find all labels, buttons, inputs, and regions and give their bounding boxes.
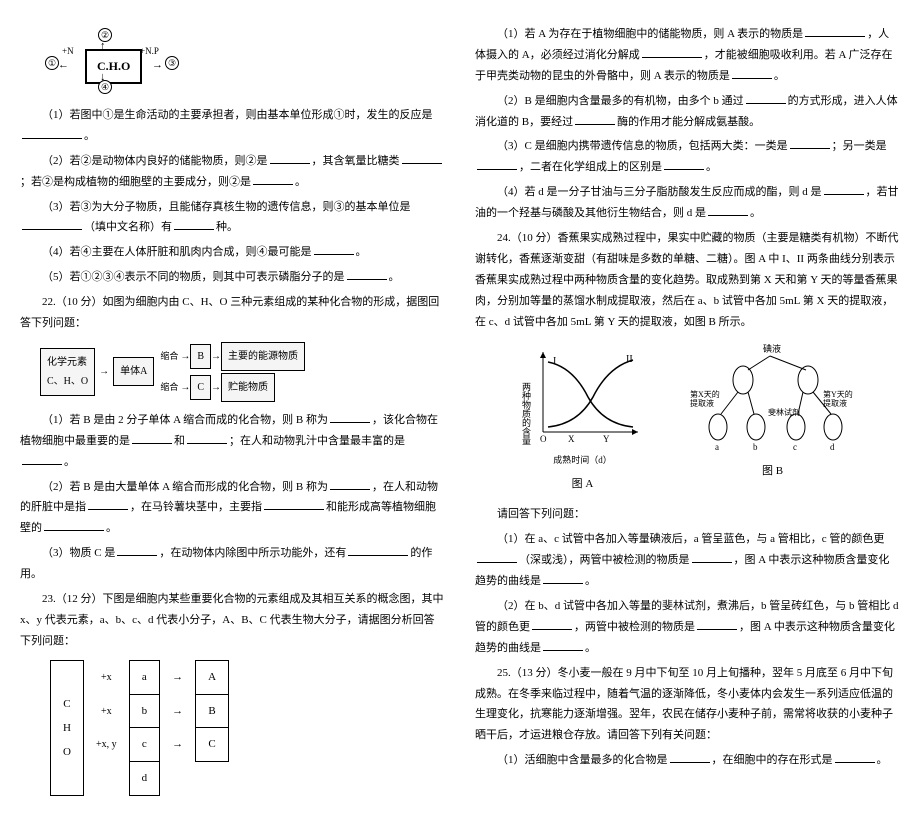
q3a: （3）若③为大分子物质，且能储存真核生物的遗传信息，则③的基本单位是 bbox=[42, 201, 411, 213]
q5t: （5）若①②③④表示不同的物质，则其中可表示磷脂分子的是 bbox=[42, 271, 345, 283]
r4-sm: d bbox=[129, 762, 160, 796]
q22-2: （2）若 B 是由大量单体 A 缩合而形成的化合物，则 B 称为，在人和动物的肝… bbox=[20, 477, 445, 540]
svg-text:a: a bbox=[715, 442, 719, 452]
q23-3: （3）C 是细胞内携带遗传信息的物质，包括两大类：一类是 ；另一类是 ，二者在化学组… bbox=[475, 136, 900, 178]
r233a: （3）C 是细胞内携带遗传信息的物质，包括两大类：一类是 bbox=[497, 140, 788, 152]
r241a: （1）在 a、c 试管中各加入等量碘液后，a 管呈蓝色，与 a 管相比，c 管的… bbox=[497, 533, 884, 545]
q24-2: （2）在 b、d 试管中各加入等量的斐林试剂，煮沸后，b 管呈砖红色，与 b 管… bbox=[475, 596, 900, 659]
mid-label2: 缩合 bbox=[160, 379, 178, 396]
q221a: （1）若 B 是由 2 分子单体 A 缩合而成的化合物，则 B 称为 bbox=[42, 414, 328, 426]
svg-text:II: II bbox=[626, 354, 633, 365]
q23-4: （4）若 d 是一分子甘油与三分子脂肪酸发生反应而成的酯，则 d 是，若甘油的一… bbox=[475, 182, 900, 224]
svg-text:碘液: 碘液 bbox=[763, 343, 781, 354]
r231a: （1）若 A 为存在于植物细胞中的储能物质，则 A 表示的物质是 bbox=[497, 28, 803, 40]
xlabel-a: 成熟时间（d） bbox=[518, 452, 648, 469]
r2-sm: b bbox=[129, 694, 160, 728]
box-b: B bbox=[190, 344, 211, 369]
svg-text:O: O bbox=[540, 434, 547, 444]
chart-a-svg: I II X Y O 两种物质的含量 bbox=[518, 342, 648, 452]
chart-a: I II X Y O 两种物质的含量 成熟时间（d） 图 A bbox=[518, 342, 648, 494]
q4: （4）若④主要在人体肝脏和肌肉内合成，则④最可能是。 bbox=[20, 242, 445, 263]
r3-big: C bbox=[196, 728, 229, 762]
q2c: ；若②是构成植物的细胞壁的主要成分，则②是 bbox=[20, 176, 251, 188]
r3-mid: +x, y bbox=[83, 728, 129, 762]
q23-1: （1）若 A 为存在于植物细胞中的储能物质，则 A 表示的物质是，人体摄入的 A… bbox=[475, 24, 900, 87]
title-a: 图 A bbox=[518, 474, 648, 495]
box-storage: 贮能物质 bbox=[221, 373, 275, 402]
q24-1: （1）在 a、c 试管中各加入等量碘液后，a 管呈蓝色，与 a 管相比，c 管的… bbox=[475, 529, 900, 592]
svg-text:c: c bbox=[793, 442, 797, 452]
box-c: C bbox=[190, 375, 211, 400]
box-elements: 化学元素 C、H、O bbox=[40, 348, 95, 396]
svg-text:Y: Y bbox=[603, 434, 610, 444]
r232c: 酶的作用才能分解成氨基酸。 bbox=[617, 116, 760, 128]
r2-mid: +x bbox=[83, 694, 129, 728]
r3-sm: c bbox=[129, 728, 160, 762]
q3: （3）若③为大分子物质，且能储存真核生物的遗传信息，则③的基本单位是 （填中文名称… bbox=[20, 197, 445, 239]
diagram-cho: ② C.H.O ① ③ ④ +N +N.P ← → ↑ ↓ bbox=[50, 25, 200, 95]
r241b: （深或浅），两管中被检测的物质是 bbox=[519, 554, 690, 566]
svg-text:b: b bbox=[753, 442, 758, 452]
q25-1: （1）活细胞中含量最多的化合物是，在细胞中的存在形式是。 bbox=[475, 750, 900, 771]
svg-text:X: X bbox=[568, 434, 575, 444]
chart-b: 碘液 斐林试剂 a b bbox=[688, 342, 858, 494]
q23-2: （2）B 是细胞内含量最多的有机物，由多个 b 通过的方式形成，进入人体消化道的… bbox=[475, 91, 900, 133]
right-column: （1）若 A 为存在于植物细胞中的储能物质，则 A 表示的物质是，人体摄入的 A… bbox=[475, 20, 900, 804]
q23-head: 23.（12 分）下图是细胞内某些重要化合物的元素组成及其相互关系的概念图，其中… bbox=[20, 589, 445, 652]
svg-text:第X天的: 第X天的 bbox=[690, 389, 720, 399]
q222a: （2）若 B 是由大量单体 A 缩合而形成的化合物，则 B 称为 bbox=[42, 481, 328, 493]
chart-b-svg: 碘液 斐林试剂 a b bbox=[688, 342, 858, 457]
svg-text:提取液: 提取液 bbox=[823, 398, 847, 408]
q2: （2）若②是动物体内良好的储能物质，则②是 ，其含氧量比糖类 ；若②是构成植物的细胞… bbox=[20, 151, 445, 193]
q221d: ；在人和动物乳汁中含量最丰富的是 bbox=[229, 435, 405, 447]
q222c: ，在马铃薯块茎中，主要指 bbox=[130, 501, 262, 513]
q1: （1）若图中①是生命活动的主要承担者，则由基本单位形成①时，发生的反应是。 bbox=[20, 105, 445, 147]
r242b: ，两管中被检测的物质是 bbox=[574, 621, 695, 633]
r251a: （1）活细胞中含量最多的化合物是 bbox=[497, 754, 668, 766]
mid-label1: 缩合 bbox=[160, 348, 178, 365]
q223b: ，在动物体内除图中所示功能外，还有 bbox=[159, 547, 346, 559]
title-b: 图 B bbox=[688, 461, 858, 482]
r1-mid: +x bbox=[83, 660, 129, 694]
q2b: ，其含氧量比糖类 bbox=[312, 155, 400, 167]
box-energy: 主要的能源物质 bbox=[221, 342, 305, 371]
q3b: （填中文名称）有 bbox=[84, 221, 172, 233]
q22-head: 22.（10 分）如图为细胞内由 C、H、O 三种元素组成的某种化合物的形成，据… bbox=[20, 292, 445, 334]
q25-head: 25.（13 分）冬小麦一般在 9 月中下旬至 10 月上旬播种，翌年 5 月底… bbox=[475, 663, 900, 747]
q24-ans: 请回答下列问题： bbox=[475, 504, 900, 525]
r233c: ，二者在化学组成上的区别是 bbox=[519, 161, 662, 173]
left-column: ② C.H.O ① ③ ④ +N +N.P ← → ↑ ↓ （1）若图中①是生命… bbox=[20, 20, 445, 804]
node-3: ③ bbox=[165, 56, 179, 70]
diagram-concept: CHO +x a → A +x b → B +x, y c → C bbox=[50, 660, 445, 797]
diagram-flow: 化学元素 C、H、O → 单体A 缩合→ B →主要的能源物质 缩合→ C →贮… bbox=[40, 342, 445, 402]
q22-1: （1）若 B 是由 2 分子单体 A 缩合而成的化合物，则 B 称为，该化合物在… bbox=[20, 410, 445, 473]
r1-sm: a bbox=[129, 660, 160, 694]
svg-text:d: d bbox=[830, 442, 835, 452]
q221c: 和 bbox=[174, 435, 185, 447]
svg-text:第Y天的: 第Y天的 bbox=[823, 389, 853, 399]
r251b: ，在细胞中的存在形式是 bbox=[712, 754, 833, 766]
cho-box: C.H.O bbox=[85, 49, 142, 84]
svg-text:提取液: 提取液 bbox=[690, 398, 714, 408]
chart-row: I II X Y O 两种物质的含量 成熟时间（d） 图 A 碘液 bbox=[475, 342, 900, 494]
svg-text:I: I bbox=[553, 356, 556, 367]
r232a: （2）B 是细胞内含量最多的有机物，由多个 b 通过 bbox=[497, 95, 744, 107]
svg-text:两种物质的含量: 两种物质的含量 bbox=[521, 382, 531, 445]
q24-head: 24.（10 分）香蕉果实成熟过程中，果实中贮藏的物质（主要是糖类有机物）不断代… bbox=[475, 228, 900, 332]
q1-text: （1）若图中①是生命活动的主要承担者，则由基本单位形成①时，发生的反应是 bbox=[42, 109, 433, 121]
q4t: （4）若④主要在人体肝脏和肌肉内合成，则④最可能是 bbox=[42, 246, 312, 258]
box-monomer: 单体A bbox=[113, 357, 154, 386]
q2a: （2）若②是动物体内良好的储能物质，则②是 bbox=[42, 155, 268, 167]
cho-col: CHO bbox=[51, 660, 84, 796]
r233b: ；另一类是 bbox=[832, 140, 887, 152]
r234a: （4）若 d 是一分子甘油与三分子脂肪酸发生反应而成的酯，则 d 是 bbox=[497, 186, 822, 198]
q5: （5）若①②③④表示不同的物质，则其中可表示磷脂分子的是。 bbox=[20, 267, 445, 288]
r2-big: B bbox=[196, 694, 229, 728]
q223a: （3）物质 C 是 bbox=[42, 547, 115, 559]
q3c: 种。 bbox=[216, 221, 238, 233]
node-1: ① bbox=[45, 56, 59, 70]
r1-big: A bbox=[196, 660, 229, 694]
svg-text:斐林试剂: 斐林试剂 bbox=[768, 407, 800, 417]
q22-3: （3）物质 C 是，在动物体内除图中所示功能外，还有的作用。 bbox=[20, 543, 445, 585]
